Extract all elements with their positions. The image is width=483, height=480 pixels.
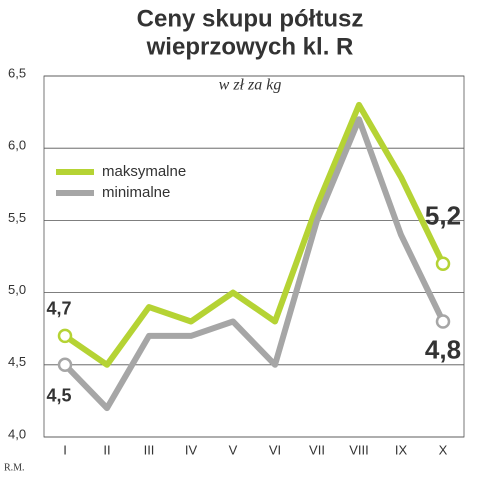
end-marker [435, 256, 451, 271]
series-line [62, 116, 446, 412]
x-tick-label: X [439, 442, 448, 457]
end-marker [435, 314, 451, 329]
credit-note: R.M. [4, 462, 25, 473]
y-tick-label: 6,0 [8, 138, 26, 153]
x-tick-label: III [144, 442, 155, 457]
data-label: 4,8 [425, 334, 461, 364]
chart-subtitle: w zł za kg [219, 77, 282, 94]
plot-frame [43, 75, 465, 438]
chart-title: wieprzowych kl. R [146, 33, 354, 60]
data-label: 5,2 [425, 201, 461, 231]
data-label: 4,7 [46, 299, 71, 319]
x-tick-label: IV [185, 442, 198, 457]
end-marker [57, 328, 73, 344]
x-tick-label: VI [269, 442, 281, 457]
x-tick-label: VIII [349, 442, 369, 457]
y-tick-label: 4,5 [8, 354, 26, 369]
data-label: 4,5 [46, 386, 71, 406]
legend-label: maksymalne [102, 163, 186, 180]
y-tick-label: 6,5 [8, 65, 26, 80]
series-line [63, 101, 446, 368]
y-tick-label: 5,0 [8, 282, 26, 297]
legend-label: minimalne [102, 184, 170, 201]
x-tick-label: V [229, 442, 238, 457]
x-tick-label: VII [309, 442, 325, 457]
x-tick-label: II [103, 442, 110, 457]
x-tick-label: I [63, 442, 67, 457]
end-marker [57, 357, 73, 373]
y-tick-label: 4,0 [8, 426, 26, 441]
y-tick-label: 5,5 [8, 210, 26, 225]
x-tick-label: IX [395, 442, 408, 457]
chart-title: Ceny skupu półtusz [137, 5, 364, 32]
